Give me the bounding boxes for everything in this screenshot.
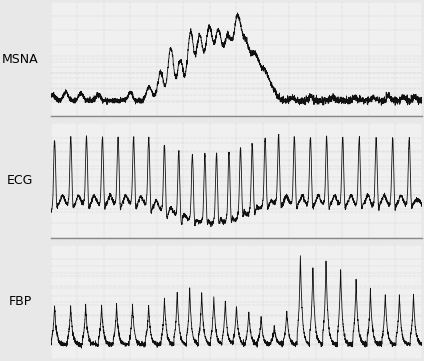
Y-axis label: MSNA: MSNA (2, 53, 39, 66)
Y-axis label: FBP: FBP (9, 295, 32, 308)
Y-axis label: ECG: ECG (7, 174, 33, 187)
